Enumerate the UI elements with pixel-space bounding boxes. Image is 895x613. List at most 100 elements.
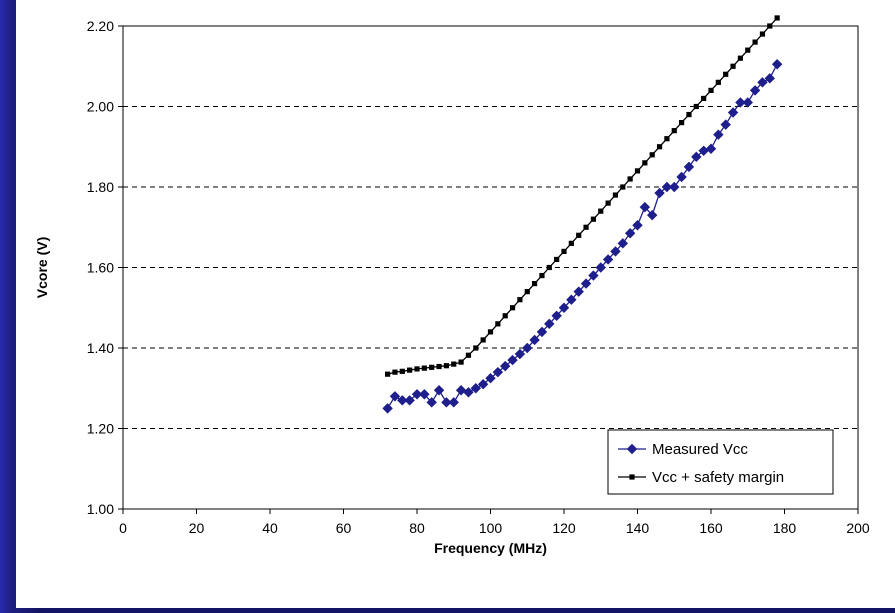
data-point xyxy=(576,232,582,238)
data-point xyxy=(774,15,780,21)
series-measured-vcc xyxy=(382,59,783,414)
data-point xyxy=(686,111,692,118)
x-tick-label: 0 xyxy=(119,520,127,536)
data-point xyxy=(679,120,685,126)
data-point xyxy=(568,240,574,246)
data-point xyxy=(588,270,599,281)
x-tick-label: 100 xyxy=(479,520,503,536)
data-point xyxy=(610,246,621,257)
data-point xyxy=(752,39,758,45)
grid-layer xyxy=(123,106,858,429)
data-point xyxy=(443,363,449,369)
data-point xyxy=(727,107,739,118)
data-point xyxy=(448,397,459,408)
data-point xyxy=(465,352,472,358)
data-point xyxy=(745,47,751,53)
data-point xyxy=(764,73,776,84)
data-point xyxy=(502,313,508,319)
y-tick-label: 1.40 xyxy=(87,340,114,356)
data-point xyxy=(708,87,714,93)
y-tick-label: 1.00 xyxy=(87,501,114,517)
data-point xyxy=(573,286,584,297)
data-point xyxy=(419,389,430,400)
data-point xyxy=(407,367,413,373)
data-point xyxy=(463,387,474,398)
data-point xyxy=(759,31,766,37)
data-point xyxy=(693,103,699,110)
y-axis-title: Vcore (V) xyxy=(34,237,50,298)
y-tick-label: 1.20 xyxy=(87,421,114,437)
data-point xyxy=(735,97,746,108)
data-point xyxy=(477,379,489,390)
y-tick-label: 2.20 xyxy=(87,18,114,34)
data-point xyxy=(441,397,452,408)
data-point xyxy=(669,181,680,193)
data-point xyxy=(480,337,486,343)
data-point xyxy=(455,385,467,396)
data-point xyxy=(451,361,457,367)
legend-label: Vcc + safety margin xyxy=(652,469,784,486)
data-point xyxy=(551,310,562,322)
data-point xyxy=(749,85,761,96)
data-point xyxy=(411,389,423,400)
data-point xyxy=(385,371,391,377)
data-point xyxy=(536,326,548,338)
x-tick-label: 40 xyxy=(262,520,278,536)
data-point xyxy=(485,372,496,384)
chart-panel: 1.00 1.20 1.40 1.60 1.80 2.00 2.20 0 20 40 60 80 100… xyxy=(16,0,895,608)
data-point xyxy=(634,168,641,174)
data-point xyxy=(715,79,721,85)
data-point xyxy=(720,119,731,130)
data-point xyxy=(544,318,555,330)
data-point xyxy=(524,289,530,295)
data-point xyxy=(620,184,626,190)
data-point xyxy=(627,176,633,182)
data-point xyxy=(558,302,570,313)
series-line xyxy=(387,17,778,375)
x-tick-label: 200 xyxy=(846,520,870,536)
x-axis-title: Frequency (MHz) xyxy=(434,540,547,556)
data-point xyxy=(382,403,393,414)
data-point xyxy=(612,192,619,198)
data-point xyxy=(399,368,405,374)
data-point xyxy=(617,238,629,249)
data-point xyxy=(495,321,501,327)
data-point xyxy=(757,77,768,88)
legend-marker xyxy=(629,474,635,480)
series-line xyxy=(387,63,778,409)
data-point xyxy=(580,278,592,289)
data-point xyxy=(590,216,596,222)
data-point xyxy=(414,366,420,372)
data-point xyxy=(649,152,655,158)
data-point xyxy=(632,220,643,231)
data-point xyxy=(532,281,538,287)
data-point xyxy=(771,59,783,70)
data-point xyxy=(713,129,724,140)
data-point xyxy=(514,348,526,360)
data-point xyxy=(705,143,717,154)
y-tick-label: 2.00 xyxy=(87,99,114,115)
data-point xyxy=(492,366,504,378)
data-point xyxy=(605,200,611,206)
data-point xyxy=(566,294,577,305)
data-point xyxy=(436,363,442,370)
data-point xyxy=(546,264,552,271)
data-point xyxy=(661,181,673,193)
legend: Measured Vcc Vcc + safety margin xyxy=(607,429,834,495)
y-tick-label: 1.80 xyxy=(87,179,114,195)
data-point xyxy=(404,395,415,406)
data-point xyxy=(458,359,464,365)
data-point xyxy=(421,365,427,371)
series-vcc-safety-margin xyxy=(385,15,780,377)
data-point xyxy=(561,248,567,254)
data-point xyxy=(429,364,435,370)
data-point xyxy=(473,345,479,351)
data-point xyxy=(742,97,753,108)
data-point xyxy=(701,95,707,102)
data-point xyxy=(522,342,533,354)
chart-svg: 1.00 1.20 1.40 1.60 1.80 2.00 2.20 0 20 40 60 80 100… xyxy=(34,15,870,556)
data-point xyxy=(554,256,560,263)
data-point xyxy=(654,187,665,199)
data-point xyxy=(598,208,604,214)
data-point xyxy=(639,201,651,213)
